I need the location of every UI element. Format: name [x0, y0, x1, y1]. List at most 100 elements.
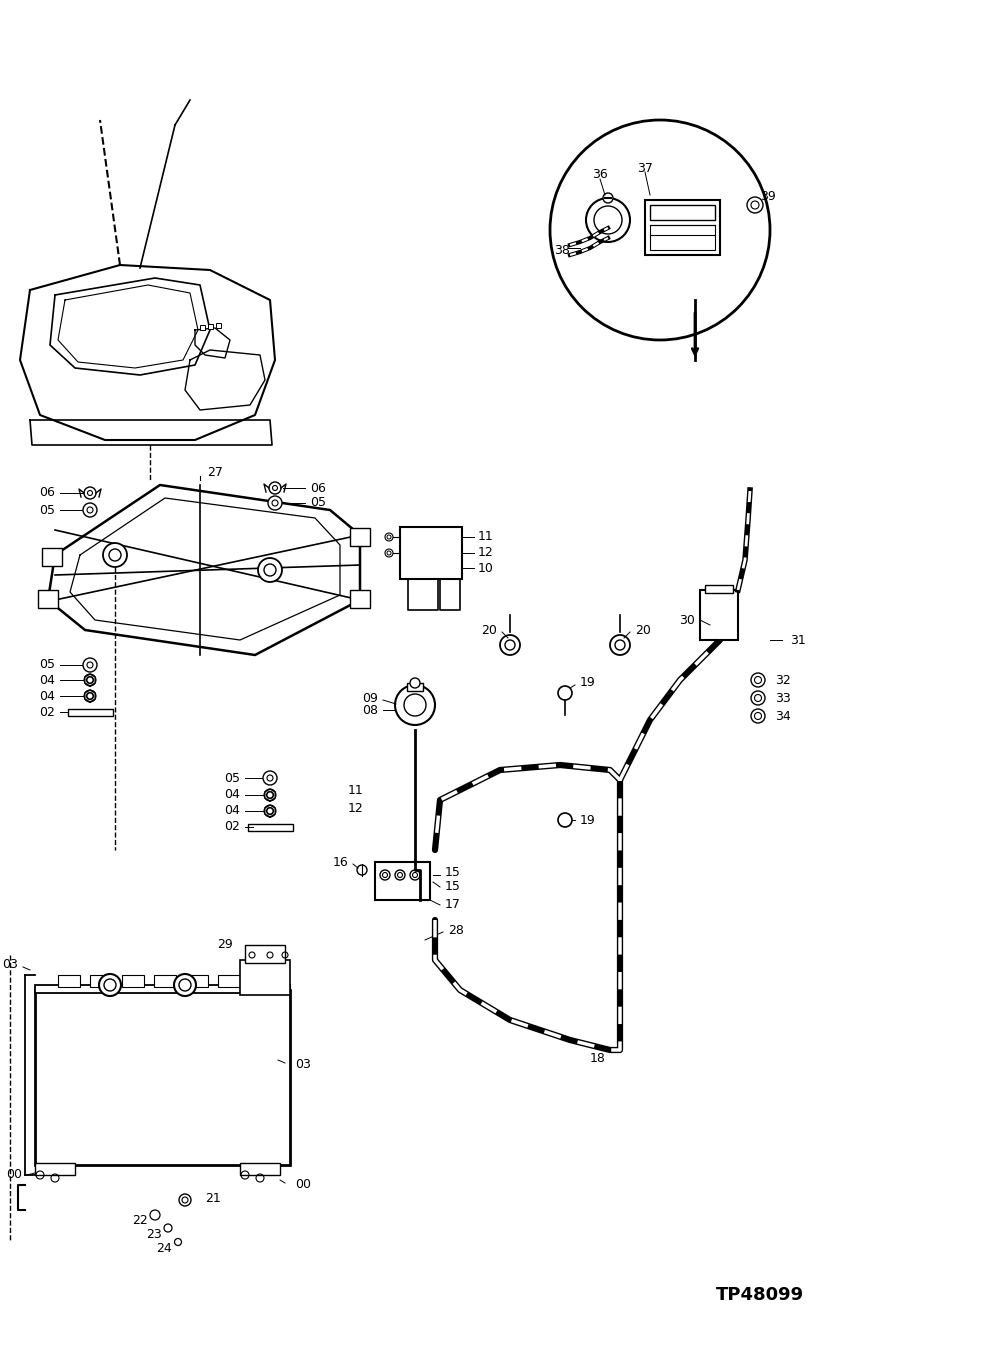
Circle shape	[87, 507, 93, 513]
Circle shape	[83, 502, 97, 517]
Bar	[200, 325, 205, 330]
Circle shape	[747, 197, 763, 213]
Text: 34: 34	[775, 709, 791, 722]
Circle shape	[263, 771, 277, 785]
Text: 10: 10	[478, 561, 494, 574]
Bar	[58, 975, 80, 987]
Bar	[705, 585, 733, 593]
Text: 29: 29	[217, 938, 233, 952]
Circle shape	[84, 690, 96, 702]
Circle shape	[754, 694, 761, 702]
Circle shape	[264, 789, 276, 801]
Bar	[240, 1162, 280, 1175]
Text: 30: 30	[679, 614, 695, 626]
Circle shape	[594, 206, 622, 234]
Text: 05: 05	[310, 497, 326, 509]
Text: 11: 11	[478, 531, 494, 543]
Text: 12: 12	[347, 801, 363, 815]
Bar	[350, 528, 370, 546]
Circle shape	[174, 974, 196, 995]
Circle shape	[267, 775, 273, 781]
Circle shape	[754, 713, 761, 720]
Text: 09: 09	[362, 691, 378, 705]
Circle shape	[266, 792, 273, 799]
Bar	[38, 589, 58, 608]
Circle shape	[268, 496, 282, 511]
Bar	[400, 527, 462, 579]
Circle shape	[269, 482, 281, 494]
Circle shape	[272, 486, 277, 490]
Text: 00: 00	[295, 1179, 311, 1191]
Text: 38: 38	[554, 243, 570, 257]
Bar	[350, 589, 370, 608]
Circle shape	[99, 974, 121, 995]
Text: 18: 18	[590, 1051, 605, 1065]
Text: 04: 04	[39, 690, 55, 702]
Circle shape	[751, 201, 759, 209]
Circle shape	[586, 198, 630, 242]
Circle shape	[751, 691, 765, 705]
Circle shape	[754, 676, 761, 683]
Text: 19: 19	[580, 676, 596, 690]
Text: 37: 37	[637, 162, 653, 174]
Text: 04: 04	[224, 804, 240, 818]
Circle shape	[179, 979, 191, 991]
Text: 11: 11	[347, 784, 363, 797]
Text: 02: 02	[39, 706, 55, 718]
Circle shape	[615, 640, 625, 650]
Text: 15: 15	[445, 866, 460, 880]
Text: 12: 12	[478, 546, 494, 559]
Bar	[208, 325, 213, 329]
Text: 33: 33	[775, 691, 791, 705]
Text: 17: 17	[445, 899, 460, 911]
Text: 03: 03	[295, 1058, 311, 1071]
Text: 22: 22	[132, 1214, 148, 1226]
Text: 21: 21	[205, 1191, 221, 1205]
Text: 36: 36	[593, 168, 608, 182]
Bar	[216, 323, 221, 329]
Text: 31: 31	[790, 633, 806, 646]
Circle shape	[103, 543, 127, 568]
Bar	[154, 975, 176, 987]
Circle shape	[751, 674, 765, 687]
Bar	[650, 205, 715, 220]
Circle shape	[258, 558, 282, 583]
Text: 05: 05	[39, 504, 55, 516]
Text: 32: 32	[775, 674, 791, 687]
Text: 06: 06	[39, 486, 55, 500]
Bar	[68, 709, 113, 716]
Text: 20: 20	[481, 623, 497, 637]
Text: 16: 16	[332, 856, 348, 869]
Circle shape	[410, 678, 420, 689]
Circle shape	[87, 661, 93, 668]
Bar	[375, 862, 430, 900]
Circle shape	[505, 640, 515, 650]
Circle shape	[558, 813, 572, 827]
Bar	[245, 945, 285, 963]
Bar	[186, 975, 208, 987]
Bar	[250, 975, 272, 987]
Text: 05: 05	[224, 771, 240, 785]
Circle shape	[87, 676, 94, 683]
Text: 27: 27	[207, 467, 223, 479]
Circle shape	[500, 636, 520, 655]
Circle shape	[104, 979, 116, 991]
Text: 00: 00	[6, 1168, 22, 1181]
Bar	[35, 1162, 75, 1175]
Bar	[35, 985, 290, 993]
Bar	[650, 225, 715, 250]
Bar	[248, 824, 293, 831]
Circle shape	[751, 709, 765, 722]
Bar	[218, 975, 240, 987]
Bar	[700, 589, 738, 640]
Text: 15: 15	[445, 880, 460, 892]
Circle shape	[83, 659, 97, 672]
Text: 23: 23	[146, 1228, 162, 1240]
Text: 04: 04	[224, 789, 240, 801]
Text: 20: 20	[635, 623, 651, 637]
Circle shape	[603, 193, 613, 202]
Circle shape	[264, 805, 276, 818]
Bar	[407, 683, 423, 691]
Text: 05: 05	[39, 659, 55, 671]
Bar	[240, 960, 290, 995]
